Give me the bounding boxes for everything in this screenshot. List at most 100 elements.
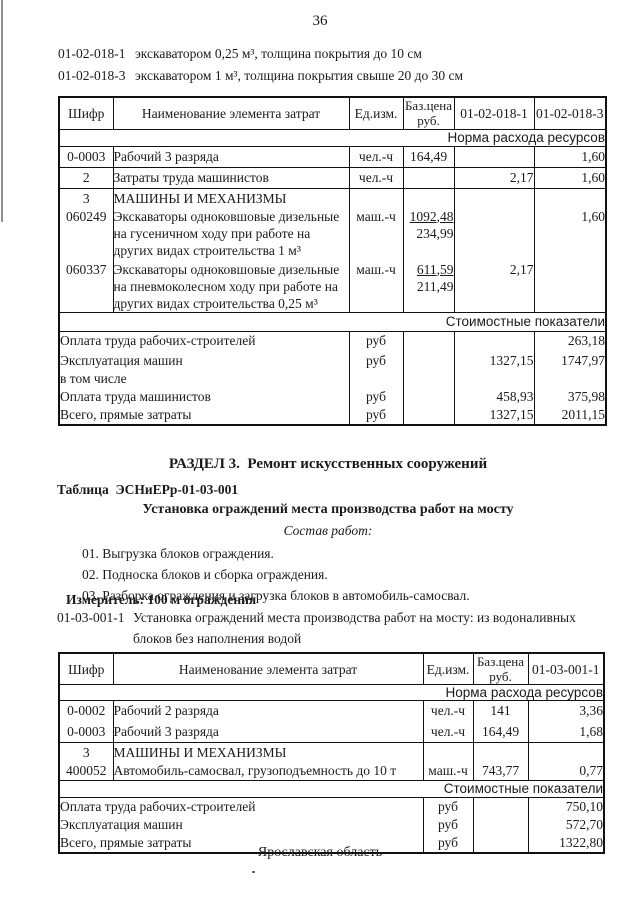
norm-description: экскаватором 0,25 м³, толщина покрытия д… <box>135 46 422 61</box>
cell-base-price: 164,49 <box>472 721 528 743</box>
intro-line: 01-02-018-3 экскаватором 1 м³, толщина п… <box>58 65 598 87</box>
cell-code: 0-0003 <box>59 146 113 168</box>
cell-unit: руб <box>348 352 403 370</box>
cell-value <box>453 331 534 352</box>
cell-base-price: 164,49 <box>402 146 454 168</box>
cell-code: 2 <box>59 167 113 189</box>
machine-row: 400052 Автомобиль-самосвал, грузоподъемн… <box>59 761 604 781</box>
norm-item: 01-03-001-1 Установка ограждений места п… <box>57 607 602 649</box>
cell-empty <box>402 388 454 406</box>
cell-empty <box>402 331 454 352</box>
cell-value: 1,60 <box>533 146 606 168</box>
cell-unit: маш.-ч <box>422 761 473 781</box>
work-item: 01. Выгрузка блоков ограждения. <box>82 546 274 561</box>
cell-unit: руб <box>422 797 473 816</box>
summary-label: Оплата труда рабочих-строителей <box>60 332 256 348</box>
table-header-row: Шифр Наименование элемента затрат Ед.изм… <box>59 653 604 685</box>
table-header-row: Шифр Наименование элемента затрат Ед.изм… <box>59 97 606 130</box>
resource-row: 0-0003 Рабочий 3 разряда чел.-ч 164,49 1… <box>59 146 606 168</box>
cell-name: Автомобиль-самосвал, грузоподъемность до… <box>112 761 423 781</box>
header-shifr: Шифр <box>59 97 113 130</box>
cell-value <box>453 146 534 168</box>
norm-code: 01-03-001-1 <box>57 610 125 625</box>
cell-empty <box>472 797 528 816</box>
header-norm-col-2: 01-02-018-3 <box>533 97 606 130</box>
header-base-price-line2: руб. <box>489 669 512 684</box>
summary-label: в том числе <box>60 371 127 386</box>
cell-base-price: 141 <box>472 700 528 722</box>
base-price-denominator: 211,49 <box>416 278 454 294</box>
cell-base-price: 743,77 <box>472 761 528 781</box>
cell-value: 375,98 <box>533 388 606 406</box>
header-base-price-line2: руб. <box>417 113 440 129</box>
summary-label: Эксплуатация машин <box>60 353 183 368</box>
header-unit: Ед.изм. <box>422 653 473 685</box>
machine-row: 060249 Экскаваторы одноковшовые дизельны… <box>59 206 606 260</box>
summary-label: Всего, прямые затраты <box>60 834 192 850</box>
resource-row: 0-0002 Рабочий 2 разряда чел.-ч 141 3,36 <box>59 700 604 722</box>
summary-row: Оплата труда рабочих-строителей руб 263,… <box>59 331 606 352</box>
cell-code: 3 <box>82 745 90 760</box>
stoim-row: Стоимостные показатели <box>59 780 604 798</box>
header-base-price-line1: Баз.цена <box>476 654 525 669</box>
header-base-price: Баз.цена руб. <box>472 653 528 685</box>
header-base-price-line1: Баз.цена <box>404 98 453 114</box>
cell-unit: руб <box>348 406 403 425</box>
summary-row: Эксплуатация машин руб 1327,15 1747,97 <box>59 352 606 370</box>
norm-description: Установка ограждений места производства … <box>133 610 576 646</box>
norm-code: 01-02-018-3 <box>58 68 126 83</box>
cell-unit: руб <box>348 331 403 352</box>
cell-code: 060337 <box>59 259 113 313</box>
header-name: Наименование элемента затрат <box>112 653 423 685</box>
cell-value: 1327,15 <box>453 406 534 425</box>
header-norm-col-1: 01-03-001-1 <box>527 653 604 685</box>
cell-unit: чел.-ч <box>348 167 403 189</box>
cell-empty <box>402 188 454 207</box>
cell-value: 2,17 <box>453 259 534 313</box>
intro-line: 01-02-018-1 экскаватором 0,25 м³, толщин… <box>58 43 598 65</box>
cell-name: МАШИНЫ И МЕХАНИЗМЫ <box>112 742 423 761</box>
norm-description: экскаватором 1 м³, толщина покрытия свыш… <box>135 68 464 83</box>
cell-empty <box>348 188 403 207</box>
header-shifr: Шифр <box>59 653 113 685</box>
cost-table-01-03-001: Шифр Наименование элемента затрат Ед.изм… <box>58 652 605 854</box>
header-base-price: Баз.цена руб. <box>402 97 454 130</box>
cell-empty <box>453 370 534 388</box>
cell-base-price-fraction: 611,59 211,49 <box>402 259 454 313</box>
summary-row: Всего, прямые затраты руб 1322,80 <box>59 833 604 853</box>
cell-value: 572,70 <box>527 815 604 834</box>
cell-empty <box>527 742 604 761</box>
intro-lines: 01-02-018-1 экскаватором 0,25 м³, толщин… <box>58 43 598 87</box>
cell-value: 3,36 <box>527 700 604 722</box>
summary-label: Эксплуатация машин <box>60 816 183 832</box>
norma-label: Норма расхода ресурсов <box>59 684 604 701</box>
cell-value: 2,17 <box>453 167 534 189</box>
cell-unit: руб <box>348 388 403 406</box>
cell-code: 0-0002 <box>67 703 106 719</box>
header-norm-col-1: 01-02-018-1 <box>453 97 534 130</box>
summary-row: Всего, прямые затраты руб 1327,15 2011,1… <box>59 406 606 425</box>
cell-unit: чел.-ч <box>348 146 403 168</box>
cell-empty <box>472 815 528 834</box>
cell-value: 1,68 <box>527 721 604 743</box>
header-name: Наименование элемента затрат <box>112 97 349 130</box>
cell-name: Экскаваторы одноковшовые дизельные на пн… <box>112 259 349 313</box>
norma-row: Норма расхода ресурсов <box>59 684 604 701</box>
summary-label: Оплата труда рабочих-строителей <box>60 798 256 814</box>
summary-label: Всего, прямые затраты <box>60 407 192 422</box>
cell-name: Экскаваторы одноковшовые дизельные на гу… <box>112 206 349 260</box>
cell-unit: маш.-ч <box>348 206 403 260</box>
cell-value <box>533 259 606 313</box>
cell-value: 458,93 <box>453 388 534 406</box>
work-item: 03. Разборка ограждения и загрузка блоко… <box>82 588 470 603</box>
footer-region-label: Ярославская область <box>257 845 383 860</box>
cell-name: Рабочий 2 разряда <box>112 700 423 722</box>
scan-dot-artifact <box>252 871 255 873</box>
cell-value: 1,60 <box>533 206 606 260</box>
cell-base-price-fraction: 1092,48 234,99 <box>402 206 454 260</box>
cell-empty <box>422 742 473 761</box>
cell-empty <box>533 370 606 388</box>
table-subtitle: Установка ограждений места производства … <box>142 502 514 517</box>
base-price-numerator: 611,59 <box>416 261 454 277</box>
norm-code: 01-02-018-1 <box>58 46 126 61</box>
